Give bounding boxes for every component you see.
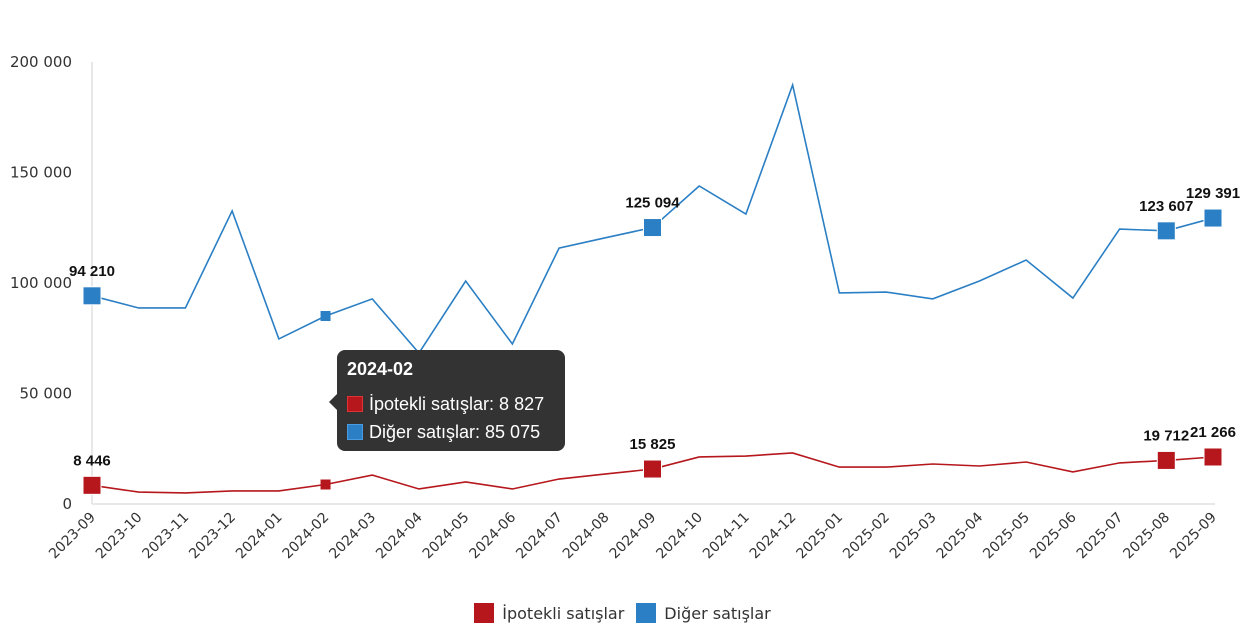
tooltip-row-label: Diğer satışlar: 85 075 bbox=[369, 421, 541, 442]
data-label: 15 825 bbox=[630, 436, 676, 453]
x-tick-label: 2024-11 bbox=[700, 510, 753, 563]
data-label: 125 094 bbox=[625, 195, 680, 212]
data-label: 94 210 bbox=[69, 263, 115, 280]
tooltip-swatch-ipotekli bbox=[347, 396, 363, 412]
legend-item-diger[interactable]: Diğer satışlar bbox=[636, 603, 771, 623]
tooltip-row-ipotekli: İpotekli satışlar: 8 827 bbox=[347, 390, 555, 418]
x-tick-label: 2024-03 bbox=[326, 510, 379, 563]
x-tick-label: 2025-04 bbox=[934, 509, 987, 562]
x-tick-label: 2024-08 bbox=[560, 510, 613, 563]
x-tick-label: 2024-07 bbox=[513, 510, 566, 563]
legend-label: İpotekli satışlar bbox=[502, 603, 625, 623]
x-tick-label: 2025-05 bbox=[980, 510, 1033, 563]
x-tick-label: 2025-09 bbox=[1167, 510, 1220, 563]
legend: İpotekli satışlar Diğer satışlar bbox=[0, 603, 1245, 623]
x-tick-label: 2023-11 bbox=[140, 510, 193, 563]
tooltip-row-diger: Diğer satışlar: 85 075 bbox=[347, 418, 555, 446]
x-tick-label: 2024-04 bbox=[373, 509, 426, 562]
x-tick-label: 2023-10 bbox=[93, 510, 146, 563]
y-tick-label: 100 000 bbox=[10, 274, 72, 292]
data-point-marker[interactable] bbox=[1156, 221, 1176, 241]
data-label: 123 607 bbox=[1139, 198, 1193, 215]
x-tick-label: 2024-09 bbox=[607, 510, 660, 563]
data-point-marker[interactable] bbox=[1156, 450, 1176, 470]
x-tick-label: 2024-01 bbox=[233, 510, 286, 563]
hover-point-marker[interactable] bbox=[320, 310, 331, 321]
x-tick-label: 2024-12 bbox=[747, 510, 800, 563]
data-point-marker[interactable] bbox=[82, 475, 102, 495]
tooltip-row-label: İpotekli satışlar: 8 827 bbox=[369, 393, 545, 414]
legend-swatch-diger bbox=[636, 603, 657, 623]
data-point-marker[interactable] bbox=[1203, 208, 1223, 228]
x-tick-label: 2024-10 bbox=[653, 510, 706, 563]
tooltip-swatch-diger bbox=[347, 424, 363, 440]
x-tick-label: 2025-08 bbox=[1120, 510, 1173, 563]
hover-point-marker[interactable] bbox=[320, 479, 331, 490]
data-point-marker[interactable] bbox=[1203, 447, 1223, 467]
data-point-marker[interactable] bbox=[643, 459, 662, 479]
x-tick-label: 2025-02 bbox=[840, 510, 893, 563]
legend-swatch-ipotekli bbox=[474, 603, 495, 623]
legend-label: Diğer satışlar bbox=[664, 603, 771, 623]
x-tick-label: 2025-01 bbox=[793, 510, 846, 563]
data-point-marker[interactable] bbox=[643, 218, 662, 238]
x-tick-label: 2024-06 bbox=[467, 509, 520, 562]
y-axis: 0 50 000 100 000 150 000 200 000 bbox=[10, 53, 1215, 513]
y-tick-label: 50 000 bbox=[20, 385, 73, 403]
y-tick-label: 200 000 bbox=[10, 53, 72, 71]
x-tick-label: 2024-02 bbox=[280, 510, 333, 563]
y-tick-label: 150 000 bbox=[10, 164, 72, 182]
data-labels: 8 446 15 825 19 712 21 266 94 210 125 094 123 … bbox=[69, 185, 1240, 469]
x-axis: 2023-092023-102023-112023-122024-012024-… bbox=[46, 509, 1220, 562]
x-tick-label: 2024-05 bbox=[420, 510, 473, 563]
x-tick-label: 2025-07 bbox=[1074, 510, 1127, 563]
data-label: 8 446 bbox=[73, 452, 111, 469]
x-tick-label: 2025-06 bbox=[1027, 509, 1080, 562]
x-tick-label: 2025-03 bbox=[887, 510, 940, 563]
series-layer bbox=[82, 82, 1223, 495]
data-label: 21 266 bbox=[1190, 424, 1236, 441]
x-tick-label: 2023-12 bbox=[186, 510, 239, 563]
y-tick-label: 0 bbox=[62, 495, 72, 513]
data-point-marker[interactable] bbox=[82, 286, 102, 306]
tooltip: 2024-02 İpotekli satışlar: 8 827 Diğer s… bbox=[329, 350, 565, 451]
legend-item-ipotekli[interactable]: İpotekli satışlar bbox=[474, 603, 624, 623]
x-tick-label: 2023-09 bbox=[46, 510, 99, 563]
tooltip-title: 2024-02 bbox=[347, 359, 414, 379]
data-label: 19 712 bbox=[1143, 427, 1189, 444]
data-label: 129 391 bbox=[1186, 185, 1240, 202]
